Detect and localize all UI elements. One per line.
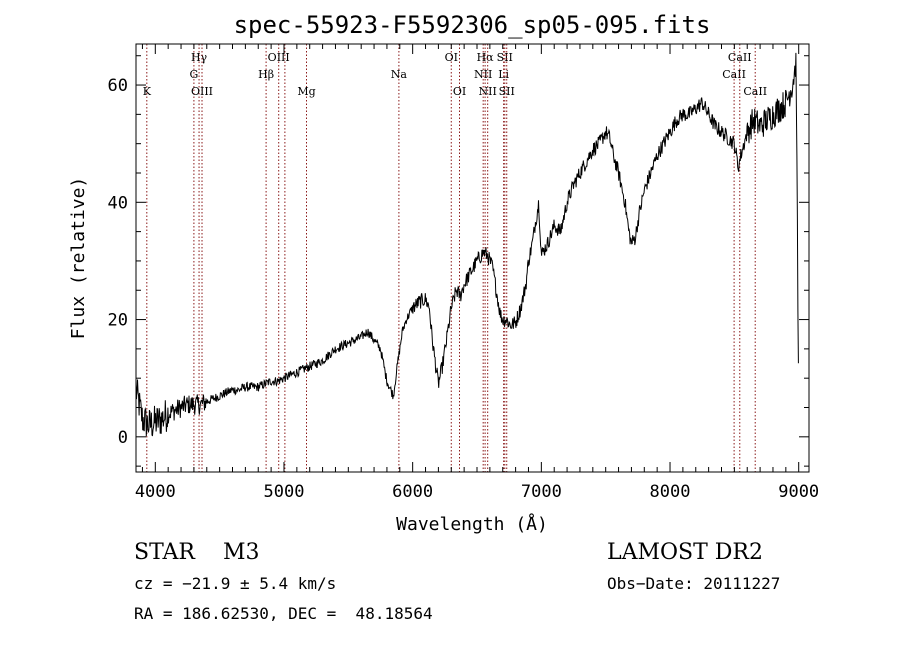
spectral-line-label: NII xyxy=(479,85,497,98)
x-axis: 4000 5000 6000 7000 8000 9000 xyxy=(135,44,819,502)
spectral-line-label: SII xyxy=(497,51,513,64)
spectral-line-markers: KGHγOIIIHβOIIIMgNaOIOINIIHαNIILiSIISIICa… xyxy=(143,44,767,472)
object-class: STAR M3 xyxy=(134,540,260,565)
plot-frame xyxy=(135,43,810,473)
y-axis-label: Flux (relative) xyxy=(68,177,89,340)
spectrum-line xyxy=(135,52,799,437)
spectral-line-label: CaII xyxy=(743,85,767,98)
x-tick-label: 9000 xyxy=(778,482,819,502)
spectral-line-label: Li xyxy=(498,68,509,81)
spectral-line-label: SII xyxy=(499,85,515,98)
y-tick-label: 40 xyxy=(108,193,128,213)
x-tick-label: 4000 xyxy=(135,482,176,502)
x-tick-label: 8000 xyxy=(650,482,691,502)
y-tick-label: 60 xyxy=(108,76,128,96)
spectral-line-label: Hα xyxy=(477,51,495,64)
x-tick-label: 7000 xyxy=(521,482,562,502)
spectral-line-label: Na xyxy=(391,68,408,81)
y-tick-label: 20 xyxy=(108,311,128,331)
spectral-line-label: K xyxy=(143,85,152,98)
sky-coordinates: RA = 186.62530, DEC = 48.18564 xyxy=(134,604,433,623)
spectral-line-label: CaII xyxy=(722,68,746,81)
spectral-line-label: OIII xyxy=(268,51,290,64)
spectral-line-label: Hγ xyxy=(191,51,208,64)
x-tick-label: 6000 xyxy=(392,482,433,502)
x-axis-label: Wavelength (Å) xyxy=(396,513,548,535)
y-axis: 0 20 40 60 xyxy=(108,55,809,467)
spectral-line-label: Mg xyxy=(297,85,315,98)
spectral-line-label: Hβ xyxy=(258,68,274,81)
spectral-line-label: OI xyxy=(453,85,466,98)
spectral-line-label: CaII xyxy=(728,51,752,64)
redshift-velocity: cz = −21.9 ± 5.4 km/s xyxy=(134,574,337,593)
chart-title: spec-55923-F5592306_sp05-095.fits xyxy=(234,11,711,39)
x-tick-label: 5000 xyxy=(264,482,305,502)
observation-date: Obs−Date: 20111227 xyxy=(607,574,781,593)
spectral-line-label: G xyxy=(190,68,199,81)
survey-name: LAMOST DR2 xyxy=(607,540,763,565)
spectral-line-label: OIII xyxy=(191,85,213,98)
spectral-line-label: NII xyxy=(474,68,492,81)
y-tick-label: 0 xyxy=(118,428,128,448)
spectral-line-label: OI xyxy=(445,51,458,64)
spectrum-series xyxy=(135,52,799,437)
